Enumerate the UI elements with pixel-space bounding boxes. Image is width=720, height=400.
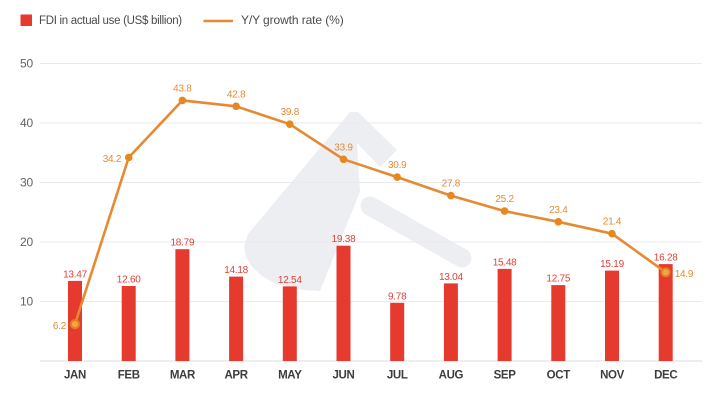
svg-text:Y/Y growth rate (%): Y/Y growth rate (%) <box>241 13 344 27</box>
svg-text:12.54: 12.54 <box>278 275 302 286</box>
svg-text:21.4: 21.4 <box>603 217 622 228</box>
svg-text:14.9: 14.9 <box>675 269 694 280</box>
svg-text:42.8: 42.8 <box>227 89 246 100</box>
svg-text:19.38: 19.38 <box>332 234 356 245</box>
svg-text:13.47: 13.47 <box>63 269 87 280</box>
svg-text:33.9: 33.9 <box>334 142 353 153</box>
svg-text:15.19: 15.19 <box>600 259 624 270</box>
svg-text:9.78: 9.78 <box>388 291 407 302</box>
svg-text:16.28: 16.28 <box>654 253 678 264</box>
svg-text:18.79: 18.79 <box>171 238 195 249</box>
svg-text:SEP: SEP <box>494 369 517 381</box>
svg-text:10: 10 <box>20 295 33 309</box>
svg-text:DEC: DEC <box>654 369 677 381</box>
svg-text:APR: APR <box>224 369 248 381</box>
svg-text:23.4: 23.4 <box>549 205 568 216</box>
svg-text:12.75: 12.75 <box>546 274 570 285</box>
svg-text:JAN: JAN <box>64 369 86 381</box>
svg-text:6.2: 6.2 <box>53 321 67 332</box>
svg-text:40: 40 <box>20 116 33 130</box>
svg-text:MAY: MAY <box>278 369 302 381</box>
svg-text:NOV: NOV <box>600 369 625 381</box>
svg-text:FDI in actual use (US$ billion: FDI in actual use (US$ billion) <box>39 15 182 27</box>
svg-text:14.18: 14.18 <box>224 265 248 276</box>
svg-text:15.48: 15.48 <box>493 257 517 268</box>
svg-text:AUG: AUG <box>439 369 464 381</box>
svg-text:12.60: 12.60 <box>117 275 141 286</box>
svg-text:27.8: 27.8 <box>442 179 461 190</box>
svg-text:30.9: 30.9 <box>388 160 407 171</box>
svg-text:13.04: 13.04 <box>439 272 463 283</box>
svg-text:JUN: JUN <box>333 369 355 381</box>
svg-text:43.8: 43.8 <box>173 83 192 94</box>
svg-text:30: 30 <box>20 176 33 190</box>
svg-text:MAR: MAR <box>170 369 196 381</box>
svg-text:25.2: 25.2 <box>495 194 514 205</box>
svg-text:FEB: FEB <box>118 369 140 381</box>
svg-text:39.8: 39.8 <box>281 107 300 118</box>
svg-text:20: 20 <box>20 235 33 249</box>
svg-text:JUL: JUL <box>387 369 408 381</box>
svg-text:50: 50 <box>20 57 33 71</box>
svg-text:OCT: OCT <box>547 369 571 381</box>
svg-text:34.2: 34.2 <box>103 154 122 165</box>
